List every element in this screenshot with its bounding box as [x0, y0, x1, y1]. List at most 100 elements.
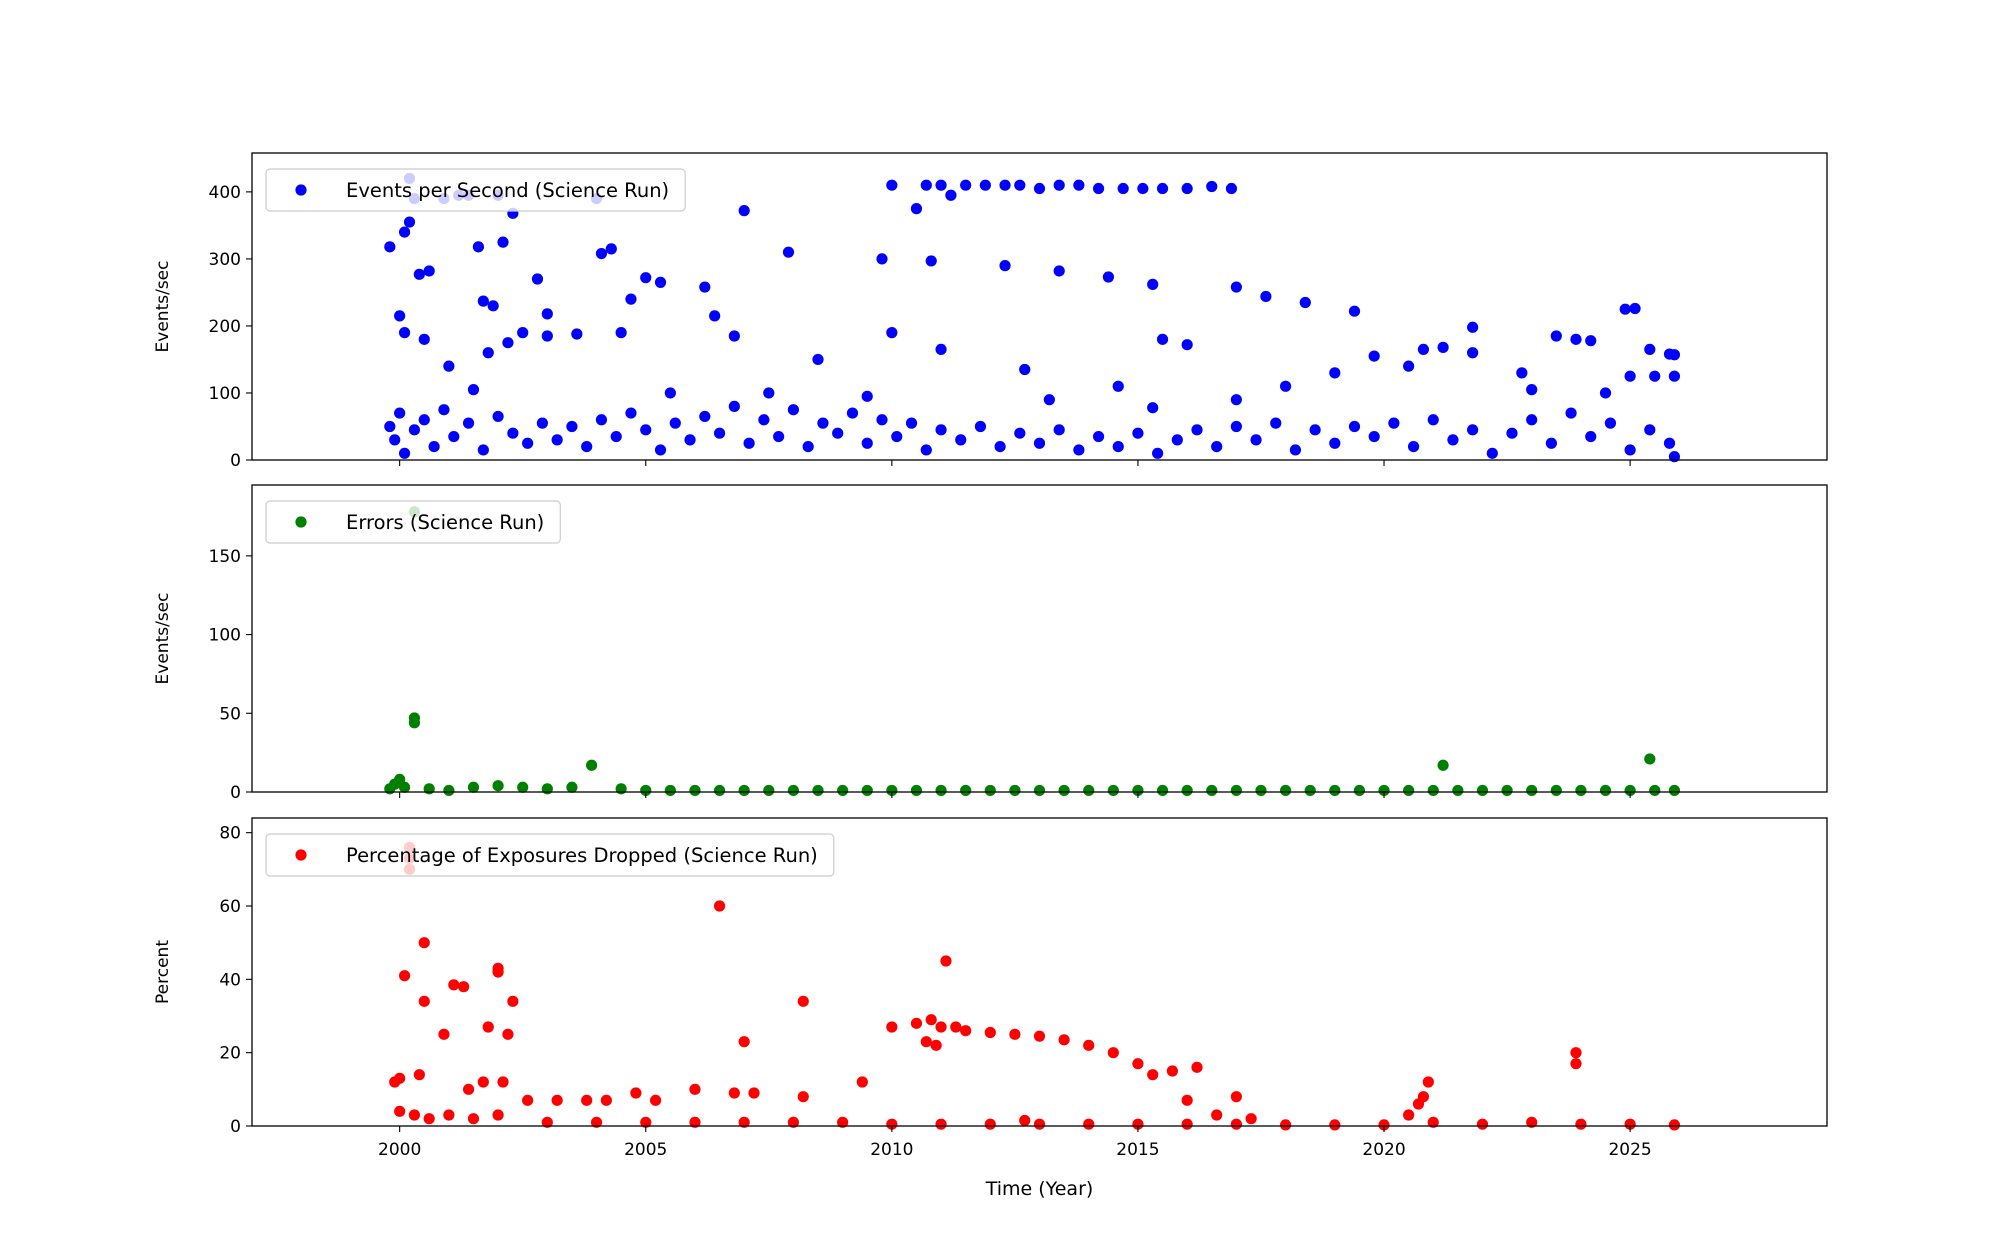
- scatter-point: [1058, 1034, 1070, 1046]
- scatter-point: [630, 1087, 642, 1099]
- scatter-point: [1230, 420, 1242, 433]
- scatter-point: [1230, 1091, 1242, 1103]
- scatter-point: [413, 268, 425, 280]
- scatter-point: [581, 1094, 593, 1106]
- legend-box: [265, 168, 686, 212]
- scatter-point: [1083, 1118, 1095, 1130]
- scatter-point: [979, 179, 991, 191]
- y-tick-label: 200: [209, 317, 241, 337]
- scatter-point: [438, 1028, 450, 1040]
- scatter-point: [507, 427, 519, 439]
- legend-box: [265, 833, 835, 877]
- scatter-point: [1649, 370, 1661, 382]
- scatter-point: [1403, 360, 1415, 372]
- scatter-point: [699, 410, 711, 423]
- subplot: 0 100 200 300 400 Events/sec Events per Second…: [153, 152, 1828, 471]
- y-axis-label: Events/sec: [153, 593, 173, 685]
- legend-label: Percentage of Exposures Dropped (Science…: [346, 844, 818, 867]
- scatter-point: [1668, 349, 1681, 361]
- scatter-point: [1604, 417, 1617, 429]
- scatter-point: [910, 203, 923, 215]
- scatter-point: [886, 1118, 898, 1130]
- scatter-point: [1516, 367, 1528, 379]
- scatter-point: [743, 437, 755, 449]
- scatter-point: [999, 260, 1011, 272]
- scatter-point: [1644, 753, 1656, 765]
- scatter-point: [477, 295, 489, 307]
- scatter-point: [950, 1021, 962, 1033]
- scatter-point: [886, 1021, 898, 1033]
- scatter-point: [467, 1113, 480, 1125]
- scatter-point: [1191, 424, 1203, 436]
- scatter-point: [428, 440, 440, 453]
- scatter-point: [1599, 784, 1612, 797]
- scatter-point: [640, 424, 652, 436]
- scatter-point: [467, 384, 480, 396]
- scatter-point: [1476, 784, 1489, 797]
- scatter-point: [1299, 296, 1311, 309]
- scatter-point: [1619, 303, 1631, 315]
- scatter-point: [1019, 1114, 1031, 1127]
- scatter-point: [477, 1076, 489, 1088]
- scatter-point: [935, 179, 947, 191]
- scatter-point: [1668, 784, 1681, 797]
- scatter-point: [802, 440, 814, 453]
- x-tick-label: 2005: [624, 1140, 667, 1160]
- y-tick-label: 20: [219, 1044, 241, 1064]
- scatter-point: [398, 226, 411, 238]
- scatter-point: [394, 1072, 406, 1084]
- scatter-point: [1181, 1094, 1193, 1106]
- scatter-point: [462, 1083, 475, 1095]
- scatter-point: [960, 1025, 972, 1037]
- y-tick-label: 100: [209, 626, 241, 646]
- y-axis-label: Percent: [153, 940, 173, 1004]
- scatter-point: [1437, 341, 1449, 353]
- scatter-point: [960, 784, 972, 797]
- scatter-point: [1668, 1119, 1681, 1131]
- scatter-point: [713, 784, 726, 797]
- scatter-point: [861, 390, 873, 402]
- scatter-point: [689, 784, 701, 797]
- scatter-point: [861, 437, 873, 449]
- scatter-point: [1181, 1118, 1193, 1130]
- scatter-point: [1245, 1113, 1257, 1125]
- scatter-point: [832, 427, 844, 439]
- y-tick-label: 400: [209, 183, 241, 203]
- scatter-point: [1570, 1047, 1582, 1059]
- scatter-point: [1147, 402, 1159, 414]
- scatter-point: [1181, 784, 1193, 797]
- scatter-point: [654, 276, 667, 288]
- scatter-point: [1304, 784, 1316, 797]
- scatter-point: [1585, 335, 1597, 347]
- scatter-point: [994, 440, 1006, 453]
- scatter-point: [418, 333, 430, 345]
- scatter-point: [1073, 444, 1085, 456]
- scatter-point: [1181, 339, 1193, 351]
- scatter-point: [1225, 182, 1238, 195]
- legend-label: Events per Second (Science Run): [346, 179, 669, 202]
- scatter-point: [458, 981, 470, 993]
- legend-marker: [295, 849, 307, 861]
- scatter-point: [891, 430, 903, 443]
- scatter-point: [1171, 434, 1183, 446]
- scatter-point: [1447, 434, 1459, 446]
- scatter-point: [1009, 1028, 1021, 1040]
- scatter-point: [1437, 759, 1449, 771]
- scatter-point: [1279, 380, 1292, 392]
- scatter-point: [408, 424, 421, 436]
- scatter-point: [935, 784, 947, 797]
- scatter-point: [1427, 784, 1439, 797]
- x-tick-label: 2010: [870, 1140, 913, 1160]
- scatter-point: [1422, 1076, 1434, 1088]
- scatter-point: [541, 330, 553, 342]
- subplot: 0 50 100 150 Events/sec Errors (Science Run): [153, 484, 1828, 803]
- scatter-point: [384, 241, 396, 253]
- scatter-point: [1329, 784, 1341, 797]
- scatter-point: [763, 784, 775, 797]
- scatter-point: [389, 434, 401, 446]
- y-tick-label: 0: [230, 783, 241, 803]
- scatter-point: [728, 400, 740, 412]
- scatter-point: [1043, 394, 1055, 406]
- scatter-point: [925, 1014, 937, 1026]
- scatter-point: [1550, 784, 1562, 797]
